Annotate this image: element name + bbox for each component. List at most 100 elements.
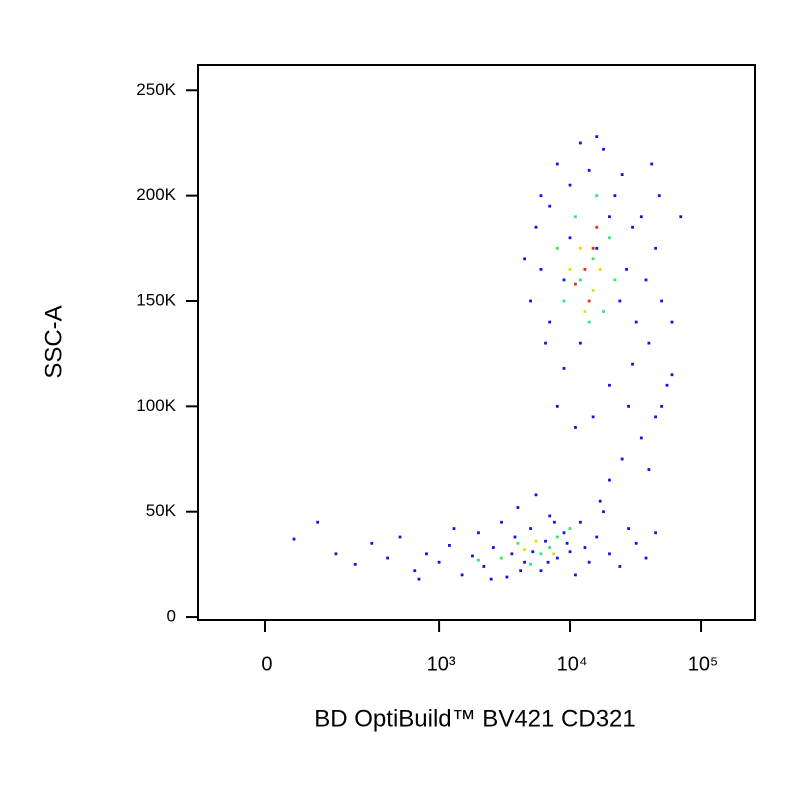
event-dot (539, 552, 543, 556)
event-dot (398, 535, 402, 539)
event-dot (670, 320, 674, 324)
event-dot (539, 267, 543, 271)
event-dot (657, 194, 661, 198)
event-dot (591, 257, 595, 261)
event-dot (627, 404, 631, 408)
event-dot (631, 225, 634, 229)
event-dot (544, 341, 547, 345)
x-tick-label: 0 (261, 653, 272, 675)
event-dot (579, 520, 582, 524)
event-dot (568, 527, 572, 530)
event-dot (482, 565, 486, 568)
event-dot (555, 404, 559, 408)
event-dot (587, 168, 591, 172)
event-dot (413, 569, 417, 573)
event-dot (608, 478, 611, 482)
event-dot (670, 373, 674, 377)
event-dot (292, 537, 296, 541)
event-dot (602, 147, 605, 151)
event-dot (519, 569, 523, 573)
event-dot (452, 527, 456, 530)
event-dot (491, 546, 495, 549)
event-dot (386, 556, 390, 560)
x-tick-label: 10⁵ (688, 653, 719, 675)
event-dot (548, 320, 552, 324)
event-dot (417, 577, 421, 581)
event-dot (679, 215, 683, 219)
event-dot (639, 215, 643, 219)
event-dot (574, 282, 577, 286)
event-dot (546, 560, 550, 564)
event-dot (523, 560, 526, 564)
event-dot (552, 552, 556, 556)
event-dot (437, 560, 441, 564)
event-dot (523, 257, 526, 261)
event-dot (647, 341, 651, 345)
event-dot (529, 562, 532, 566)
event-dot (529, 527, 532, 530)
event-dot (639, 436, 643, 440)
y-tick-label: 100K (136, 396, 176, 415)
event-dot (644, 278, 648, 282)
event-dot (562, 367, 566, 370)
event-dot (583, 546, 587, 549)
event-dot (587, 320, 591, 324)
event-dot (539, 569, 543, 573)
event-dot (650, 162, 654, 166)
event-dot (425, 552, 428, 556)
event-dot (529, 299, 532, 303)
x-tick-label: 10³ (427, 653, 456, 675)
event-dot (448, 544, 451, 547)
event-dot (574, 215, 577, 219)
x-tick-label: 10⁴ (557, 653, 588, 675)
event-dot (334, 552, 338, 556)
event-dot (583, 267, 587, 271)
event-dot (620, 173, 624, 176)
event-dot (555, 535, 559, 539)
event-dot (634, 320, 638, 324)
event-dot (665, 383, 669, 387)
y-tick-label: 200K (136, 185, 176, 204)
event-dot (555, 162, 559, 166)
event-dot (548, 514, 552, 518)
event-dot (608, 552, 611, 556)
event-dot (602, 310, 605, 313)
event-dot (595, 535, 599, 539)
y-axis-label: SSC-A (40, 305, 67, 378)
event-dot (568, 550, 572, 554)
y-tick-label: 150K (136, 290, 176, 309)
event-dot (513, 535, 517, 539)
event-dot (591, 289, 595, 292)
y-tick-label: 250K (136, 80, 176, 99)
event-dot (568, 183, 572, 187)
event-dot (595, 225, 599, 229)
event-dot (602, 510, 605, 514)
event-dot (562, 531, 566, 535)
event-dot (574, 426, 577, 429)
event-dot (500, 520, 503, 524)
event-dot (548, 546, 552, 549)
event-dot (568, 236, 572, 240)
event-dot (544, 539, 547, 543)
event-dot (471, 554, 474, 558)
event-dot (562, 278, 566, 282)
event-dot (627, 527, 631, 530)
event-dot (565, 541, 569, 545)
event-dot (595, 135, 599, 139)
event-dot (598, 267, 602, 271)
event-dot (583, 310, 587, 313)
event-dot (631, 362, 634, 366)
event-dot (516, 506, 520, 509)
event-dot (598, 499, 602, 503)
event-dot (613, 278, 617, 282)
event-dot (660, 404, 664, 408)
event-dot (654, 246, 658, 250)
event-dot (555, 246, 559, 250)
event-dot (568, 267, 572, 271)
event-dot (647, 468, 651, 471)
event-dot (477, 558, 480, 562)
event-dot (618, 565, 622, 568)
event-dot (644, 556, 648, 560)
event-dot (579, 141, 582, 145)
